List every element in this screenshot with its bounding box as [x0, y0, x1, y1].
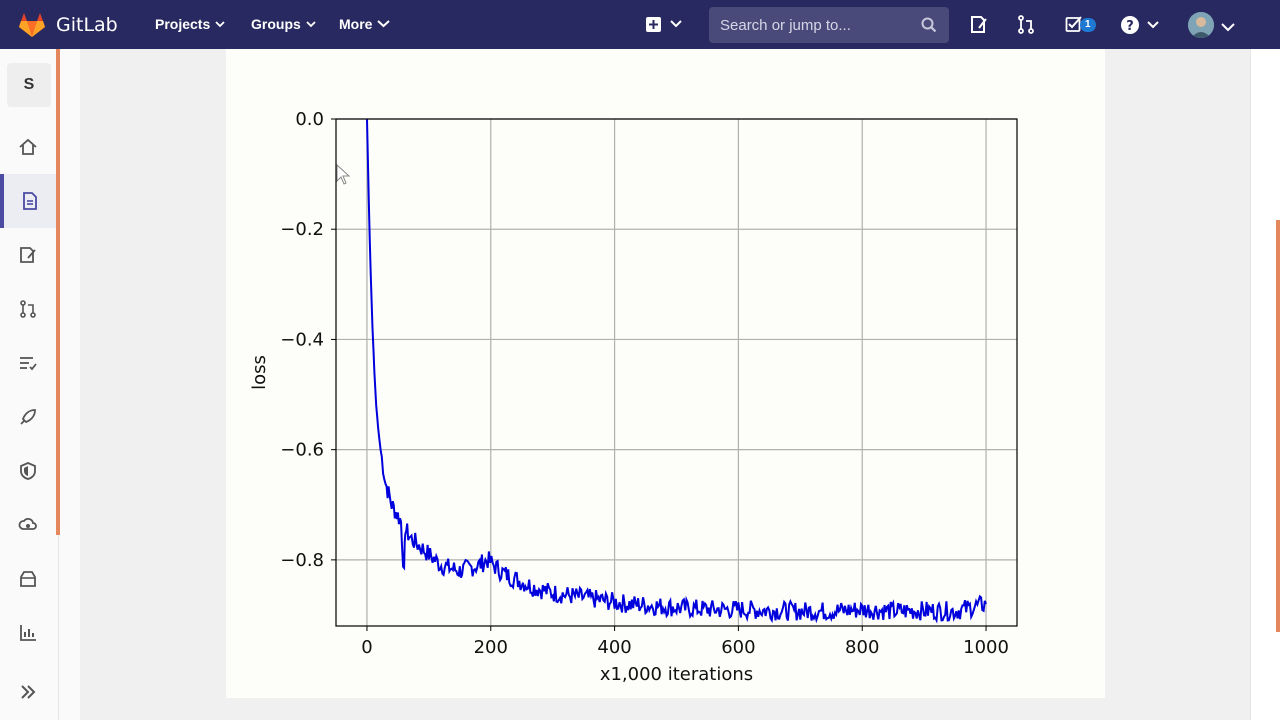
home-icon [19, 138, 37, 155]
issues-icon [971, 16, 987, 33]
project-letter: S [23, 76, 35, 93]
y-tick-label: −0.8 [280, 550, 324, 571]
expand-sidebar-icon [21, 685, 36, 699]
brand-name: GitLab [56, 14, 118, 36]
merge-requests-nav-button[interactable] [1017, 15, 1035, 39]
chevron-down-icon [1221, 23, 1235, 32]
page-scrollbar[interactable] [1250, 49, 1280, 720]
y-tick-label: −0.4 [280, 329, 324, 350]
sidebar-item-ci-cd[interactable] [0, 336, 56, 390]
x-tick-label: 0 [361, 637, 372, 658]
svg-text:?: ? [1126, 19, 1134, 34]
sidebar-scroll-accent [56, 49, 60, 535]
chevron-down-icon [306, 20, 316, 27]
y-tick-label: −0.6 [280, 440, 324, 461]
x-tick-label: 1000 [963, 637, 1009, 658]
search-input[interactable]: Search or jump to... [709, 7, 949, 43]
nav-projects[interactable]: Projects [155, 16, 225, 32]
x-tick-label: 800 [845, 637, 879, 658]
loss-series-line [366, 118, 987, 624]
sidebar-item-deploy[interactable] [0, 498, 56, 552]
merge-requests-icon [20, 300, 36, 318]
gitlab-logo-icon [19, 13, 45, 37]
chart-series [366, 118, 987, 624]
sidebar-item-analytics[interactable] [0, 606, 56, 660]
project-sidebar: S [0, 49, 60, 720]
merge-request-icon [1018, 15, 1034, 34]
nav-groups[interactable]: Groups [251, 16, 316, 32]
loss-chart: 0 200 400 600 800 1000 0.0 −0.2 −0.4 −0.6 −0.8 x1,… [226, 49, 1105, 698]
todos-count-badge: 1 [1080, 18, 1096, 32]
x-tick-label: 400 [597, 637, 631, 658]
help-dropdown-button[interactable]: ? [1120, 15, 1164, 40]
project-avatar[interactable]: S [7, 63, 51, 107]
page-scrollbar-thumb[interactable] [1276, 220, 1280, 632]
mouse-cursor-icon [336, 163, 351, 185]
issues-nav-button[interactable] [970, 15, 988, 39]
x-tick-label: 600 [721, 637, 755, 658]
operations-icon [20, 409, 36, 425]
chevron-down-icon [215, 20, 225, 27]
packages-icon [20, 571, 36, 587]
repository-icon [23, 192, 37, 210]
y-axis-label: loss [249, 355, 270, 390]
search-placeholder: Search or jump to... [720, 17, 851, 34]
nav-groups-label: Groups [251, 16, 301, 32]
sidebar-item-packages[interactable] [0, 552, 56, 606]
chart-background [226, 49, 1105, 698]
plus-square-icon [646, 17, 682, 32]
chart-ticks: 0 200 400 600 800 1000 0.0 −0.2 −0.4 −0.6 −0.8 [280, 109, 1009, 658]
issues-icon [20, 247, 36, 263]
chevron-down-icon [377, 20, 391, 28]
analytics-icon [20, 625, 36, 641]
user-menu-chevron[interactable] [1221, 19, 1235, 37]
y-tick-label: 0.0 [295, 109, 324, 130]
sidebar-item-repository[interactable] [0, 174, 56, 228]
file-viewer: 0 200 400 600 800 1000 0.0 −0.2 −0.4 −0.6 −0.8 x1,… [226, 49, 1105, 698]
user-avatar-icon [1188, 12, 1214, 38]
nav-more[interactable]: More [339, 16, 391, 32]
todo-icon [1065, 16, 1082, 32]
help-icon: ? [1121, 16, 1159, 34]
x-axis-label: x1,000 iterations [600, 664, 753, 685]
sidebar-item-merge-requests[interactable] [0, 282, 56, 336]
deploy-icon [18, 518, 37, 530]
sidebar-item-home[interactable] [0, 120, 56, 174]
sidebar-item-operations[interactable] [0, 390, 56, 444]
new-dropdown-button[interactable] [645, 16, 687, 39]
plot-frame [335, 118, 1018, 627]
search-icon [921, 17, 937, 33]
sidebar-item-expand[interactable] [0, 665, 56, 719]
security-icon [20, 462, 36, 480]
nav-projects-label: Projects [155, 16, 211, 32]
sidebar-item-issues[interactable] [0, 228, 56, 282]
ci-cd-icon [20, 357, 37, 371]
y-tick-label: −0.2 [280, 219, 324, 240]
top-navbar: GitLab Projects Groups More Search or ju… [0, 0, 1280, 49]
x-tick-label: 200 [474, 637, 508, 658]
nav-more-label: More [339, 16, 373, 32]
todos-nav-button[interactable] [1065, 15, 1083, 38]
gitlab-logo-link[interactable]: GitLab [18, 11, 118, 39]
sidebar-item-security[interactable] [0, 444, 56, 498]
avatar[interactable] [1188, 12, 1214, 38]
